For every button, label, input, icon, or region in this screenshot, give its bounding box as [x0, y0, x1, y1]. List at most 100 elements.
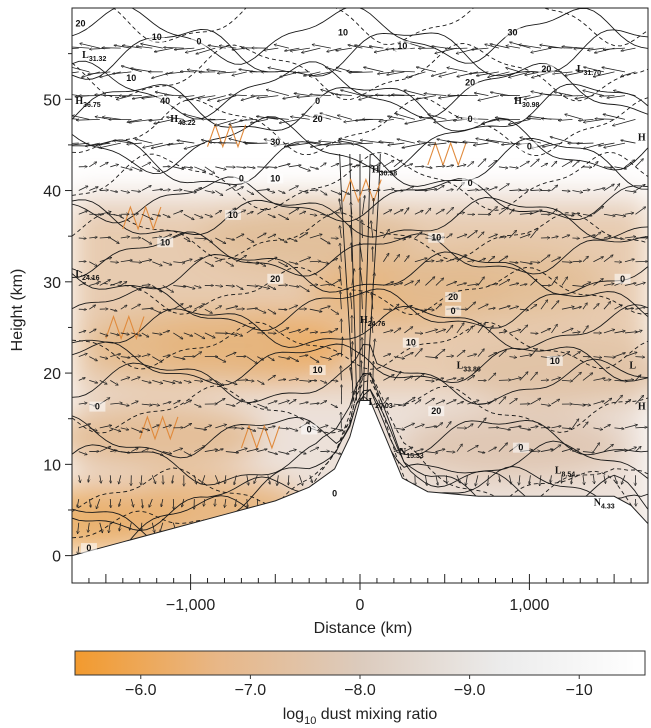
contour-label: 20: [75, 18, 85, 28]
contour-label-bg: [428, 406, 445, 417]
wind-vector: [446, 325, 453, 334]
wind-vector: [425, 426, 436, 429]
wind-vector: [141, 404, 152, 405]
wind-vector: [78, 546, 79, 554]
wind-vector: [550, 475, 551, 482]
wind-vector: [477, 349, 484, 357]
wind-vector: [551, 257, 560, 263]
wind-vector: [582, 326, 588, 334]
wind-vector: [110, 403, 122, 404]
wind-vector: [603, 184, 614, 191]
contour-line: [349, 154, 358, 401]
wind-vector: [530, 190, 541, 191]
wind-vector: [152, 308, 161, 313]
wind-vector: [152, 404, 159, 405]
wind-vector: [257, 285, 269, 288]
wind-vector: [414, 373, 425, 381]
wind-vector: [299, 451, 306, 454]
colorbar-tick-label: −8.0: [344, 682, 376, 699]
contour-label: 10: [550, 356, 560, 366]
wind-vector: [236, 400, 242, 405]
wind-vector: [330, 328, 338, 334]
wind-vector: [194, 285, 201, 287]
wind-vector: [330, 164, 339, 168]
wind-vector: [96, 142, 111, 145]
wind-vector: [446, 258, 457, 263]
wind-vector: [99, 212, 111, 215]
wind-vector: [257, 233, 266, 239]
wind-vector: [215, 306, 221, 310]
wind-vector: [131, 285, 141, 290]
wind-vector: [561, 328, 573, 334]
wind-vector: [183, 285, 195, 288]
contour-label-bg: [157, 95, 174, 106]
wind-vector: [154, 47, 174, 52]
wind-vector: [362, 166, 373, 167]
wind-vector: [151, 522, 154, 533]
wind-vector: [396, 114, 416, 120]
wind-vector: [498, 207, 508, 215]
wind-vector: [379, 142, 394, 144]
wind-vector: [582, 422, 588, 429]
wind-vector: [131, 401, 138, 405]
contour-label-bg: [309, 114, 326, 125]
wind-vector: [476, 71, 499, 76]
wind-vector: [78, 378, 86, 381]
wind-vector: [509, 230, 516, 239]
colorbar-title-rest: dust mixing ratio: [316, 706, 437, 723]
wind-vector: [425, 380, 434, 381]
wind-vector: [499, 475, 500, 482]
terrain-mask: [72, 400, 648, 583]
wind-vector: [482, 118, 500, 123]
wind-vector: [136, 46, 153, 49]
wind-vector: [267, 234, 276, 239]
wind-vector: [519, 213, 533, 214]
wind-vector: [435, 304, 442, 310]
wind-vector: [572, 160, 579, 168]
wind-vector: [561, 380, 573, 381]
wind-vector: [509, 190, 521, 191]
wind-vector: [149, 498, 153, 507]
wind-vector: [467, 302, 475, 310]
wind-vector: [78, 451, 87, 455]
wind-vector: [488, 447, 496, 452]
wind-vector: [456, 283, 467, 286]
wind-vector: [182, 498, 185, 507]
wind-vector: [527, 118, 541, 119]
wind-vector: [593, 304, 599, 310]
dust-contour-line: [139, 415, 179, 441]
wind-vector: [161, 498, 163, 507]
wind-vector: [551, 324, 557, 334]
wind-vector: [456, 378, 464, 381]
wind-vector: [330, 451, 341, 455]
wind-vector: [530, 304, 536, 310]
wind-vector: [371, 221, 374, 239]
wind-vector: [467, 162, 473, 168]
wind-vector: [173, 166, 184, 169]
wind-vector: [432, 46, 447, 49]
wind-vector: [509, 209, 514, 215]
wind-vector: [404, 327, 412, 334]
wind-vector: [215, 237, 225, 244]
wind-vector: [603, 398, 612, 405]
wind-vector: [530, 426, 538, 428]
wind-vector: [435, 475, 438, 485]
wind-vector: [624, 425, 638, 429]
wind-vector: [162, 308, 171, 311]
dust-blob: [85, 311, 296, 380]
wind-vector: [467, 375, 474, 381]
wind-vector: [604, 475, 606, 483]
wind-vector: [635, 184, 645, 191]
contour-label: 10: [160, 237, 170, 247]
wind-vector: [621, 475, 626, 484]
wind-vector: [456, 402, 464, 405]
wind-vector: [131, 332, 141, 336]
wind-vector: [204, 213, 213, 217]
wind-vector: [593, 401, 604, 405]
wind-vector: [183, 190, 197, 193]
wind-vector: [141, 354, 150, 358]
wind-vector: [519, 309, 529, 310]
wind-vector: [309, 356, 319, 363]
extremum-label: H: [638, 132, 646, 143]
wind-vector: [204, 261, 214, 267]
